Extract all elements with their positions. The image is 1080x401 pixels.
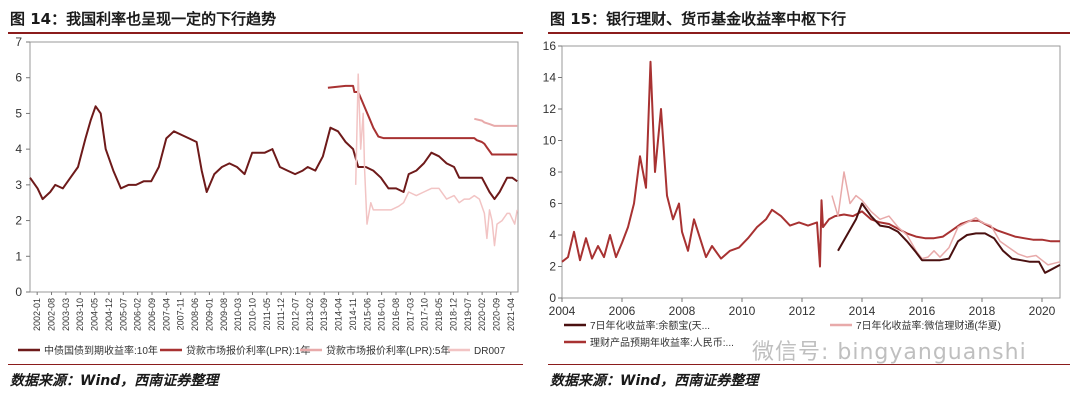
x-tick-label: 2016-08 bbox=[391, 298, 401, 331]
x-tick-label: 2008 bbox=[669, 304, 696, 318]
x-tick-label: 2015-06 bbox=[362, 298, 372, 331]
x-tick-label: 2009-01 bbox=[204, 298, 214, 331]
x-tick-label: 2011-12 bbox=[276, 298, 286, 330]
legend-label-2: 理财产品预期年收益率:人民币:... bbox=[590, 336, 734, 349]
legend-label-3: DR007 bbox=[474, 346, 506, 357]
x-tick-label: 2013-02 bbox=[305, 298, 315, 331]
series-line-0 bbox=[837, 202, 1061, 274]
series-line-0 bbox=[29, 105, 518, 201]
x-tick-label: 2012 bbox=[789, 304, 816, 318]
legend-label-1: 7日年化收益率:微信理财通(华夏) bbox=[856, 319, 1001, 332]
watermark-text: 微信号: bingyanguanshi bbox=[752, 340, 1027, 365]
left-bottom-rule bbox=[8, 364, 523, 365]
y-tick-label: 16 bbox=[543, 39, 557, 53]
y-tick-label: 5 bbox=[15, 106, 22, 120]
y-tick-label: 8 bbox=[549, 165, 556, 179]
y-tick-label: 2 bbox=[15, 214, 22, 228]
x-tick-label: 2017-10 bbox=[420, 298, 430, 331]
series-line-2 bbox=[474, 117, 518, 127]
x-tick-label: 2021-04 bbox=[506, 298, 516, 331]
legend-label-0: 中债国债到期收益率:10年 bbox=[44, 344, 158, 357]
y-tick-label: 10 bbox=[543, 134, 557, 148]
x-tick-label: 2016-01 bbox=[377, 298, 387, 331]
y-tick-label: 12 bbox=[543, 102, 557, 116]
x-tick-label: 2014-04 bbox=[334, 298, 344, 331]
right-title-rule bbox=[548, 32, 1070, 34]
left-chart-title: 图 14：我国利率也呈现一定的下行趋势 bbox=[10, 10, 277, 28]
left-source-note: 数据来源：Wind，西南证券整理 bbox=[10, 373, 219, 389]
x-tick-label: 2019-07 bbox=[463, 298, 473, 331]
y-tick-label: 2 bbox=[549, 260, 556, 274]
y-tick-label: 4 bbox=[549, 228, 556, 242]
left-chart-svg: 0 1 2 3 4 5 6 7 2002-01 2002-08 2003-03 2003-10 2004… bbox=[15, 35, 519, 357]
x-tick-label: 2009-08 bbox=[219, 298, 229, 331]
y-tick-label: 6 bbox=[15, 71, 22, 85]
right-chart-panel: 图 15：银行理财、货币基金收益率中枢下行 0 2 4 6 8 10 12 14 16 2004 2… bbox=[540, 0, 1080, 401]
x-tick-label: 2010-10 bbox=[247, 298, 257, 331]
x-tick-label: 2010-03 bbox=[233, 298, 243, 331]
legend-label-1: 贷款市场报价利率(LPR):1年 bbox=[186, 344, 310, 357]
x-tick-label: 2011-05 bbox=[262, 298, 272, 330]
x-tick-label: 2020 bbox=[1029, 304, 1056, 318]
x-tick-label: 2013-09 bbox=[319, 298, 329, 331]
series-line-1 bbox=[327, 84, 518, 156]
legend-label-0: 7日年化收益率:余额宝(天... bbox=[590, 319, 710, 332]
x-tick-label: 2018 bbox=[969, 304, 996, 318]
x-tick-label: 2002-08 bbox=[47, 298, 57, 331]
x-tick-label: 2003-03 bbox=[61, 298, 71, 331]
right-chart-title: 图 15：银行理财、货币基金收益率中枢下行 bbox=[550, 10, 847, 28]
x-tick-label: 2014-11 bbox=[348, 298, 358, 330]
plot-frame bbox=[561, 45, 1061, 299]
x-tick-label: 2003-10 bbox=[75, 298, 85, 331]
x-tick-label: 2010 bbox=[729, 304, 756, 318]
y-tick-label: 0 bbox=[15, 285, 22, 299]
x-tick-label: 2008-06 bbox=[190, 298, 200, 331]
right-bottom-rule bbox=[548, 364, 1070, 365]
plot-frame bbox=[29, 41, 519, 293]
x-tick-label: 2002-01 bbox=[32, 298, 42, 331]
right-chart-svg: 0 2 4 6 8 10 12 14 16 2004 2006 2008 2010 2012 2014 201… bbox=[543, 39, 1061, 349]
x-tick-label: 2018-12 bbox=[448, 298, 458, 331]
x-tick-label: 2006-02 bbox=[133, 298, 143, 331]
x-tick-label: 2017-03 bbox=[405, 298, 415, 331]
left-title-rule bbox=[8, 32, 523, 34]
y-tick-label: 3 bbox=[15, 178, 22, 192]
x-tick-label: 2016 bbox=[909, 304, 936, 318]
x-tick-label: 2020-09 bbox=[491, 298, 501, 331]
series-line-2 bbox=[561, 60, 1060, 268]
y-tick-label: 14 bbox=[543, 71, 557, 85]
x-tick-label: 2007-04 bbox=[161, 298, 171, 331]
y-tick-label: 1 bbox=[15, 249, 22, 263]
y-tick-label: 4 bbox=[15, 142, 22, 156]
left-chart-panel: 图 14：我国利率也呈现一定的下行趋势 0 1 2 3 4 5 6 7 2002-01 2002-… bbox=[0, 0, 533, 401]
y-tick-label: 6 bbox=[549, 197, 556, 211]
x-tick-label: 2004-05 bbox=[90, 298, 100, 331]
series-line-3 bbox=[354, 73, 518, 247]
x-tick-label: 2005-07 bbox=[118, 298, 128, 331]
x-tick-label: 2014 bbox=[849, 304, 876, 318]
x-tick-label: 2012-07 bbox=[291, 298, 301, 331]
x-tick-label: 2007-11 bbox=[176, 298, 186, 330]
x-tick-label: 2006 bbox=[609, 304, 636, 318]
legend-label-2: 贷款市场报价利率(LPR):5年 bbox=[326, 344, 450, 357]
series-line-1 bbox=[831, 171, 1061, 266]
x-tick-label: 2020-02 bbox=[477, 298, 487, 331]
y-tick-label: 0 bbox=[549, 291, 556, 305]
x-tick-label: 2006-09 bbox=[147, 298, 157, 331]
right-source-note: 数据来源：Wind，西南证券整理 bbox=[550, 373, 759, 389]
x-tick-label: 2004-12 bbox=[104, 298, 114, 331]
x-tick-label: 2004 bbox=[549, 304, 576, 318]
y-tick-label: 7 bbox=[15, 35, 22, 49]
x-tick-label: 2018-05 bbox=[434, 298, 444, 331]
